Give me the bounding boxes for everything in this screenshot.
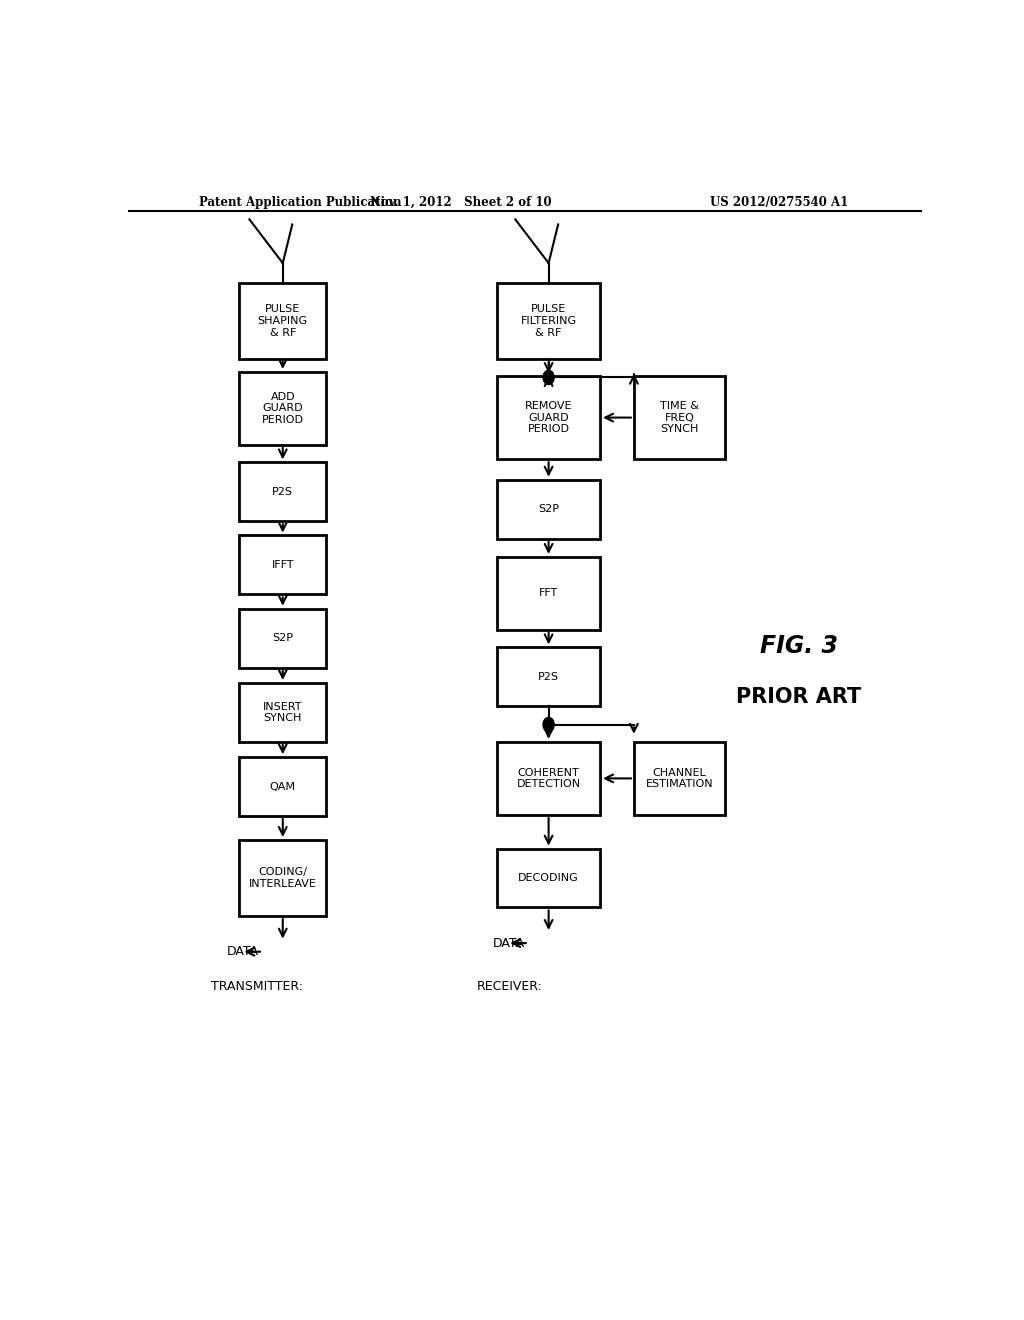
Text: COHERENT
DETECTION: COHERENT DETECTION bbox=[516, 768, 581, 789]
Text: CODING/
INTERLEAVE: CODING/ INTERLEAVE bbox=[249, 867, 316, 888]
Text: DATA: DATA bbox=[494, 937, 525, 949]
Circle shape bbox=[543, 718, 554, 731]
Bar bbox=[240, 840, 327, 916]
Text: PRIOR ART: PRIOR ART bbox=[736, 688, 861, 708]
Text: Patent Application Publication: Patent Application Publication bbox=[200, 195, 402, 209]
Text: S2P: S2P bbox=[538, 504, 559, 513]
Bar bbox=[240, 282, 327, 359]
Bar bbox=[634, 376, 725, 459]
Text: RECEIVER:: RECEIVER: bbox=[477, 981, 543, 993]
Bar bbox=[497, 742, 600, 814]
Text: TRANSMITTER:: TRANSMITTER: bbox=[211, 981, 303, 993]
Bar bbox=[240, 536, 327, 594]
Text: TIME &
FREQ
SYNCH: TIME & FREQ SYNCH bbox=[660, 401, 699, 434]
Bar bbox=[240, 372, 327, 445]
Bar bbox=[497, 849, 600, 907]
Text: S2P: S2P bbox=[272, 634, 293, 643]
Text: ADD
GUARD
PERIOD: ADD GUARD PERIOD bbox=[262, 392, 304, 425]
Text: PULSE
FILTERING
& RF: PULSE FILTERING & RF bbox=[520, 305, 577, 338]
Bar bbox=[497, 376, 600, 459]
Bar bbox=[240, 758, 327, 816]
Bar bbox=[240, 462, 327, 521]
Text: IFFT: IFFT bbox=[271, 560, 294, 570]
Text: DATA: DATA bbox=[227, 945, 259, 958]
Text: FIG. 3: FIG. 3 bbox=[760, 635, 838, 659]
Text: P2S: P2S bbox=[272, 487, 293, 496]
Text: FFT: FFT bbox=[539, 589, 558, 598]
Text: INSERT
SYNCH: INSERT SYNCH bbox=[263, 701, 302, 723]
Bar bbox=[240, 682, 327, 742]
Text: US 2012/0275540 A1: US 2012/0275540 A1 bbox=[710, 195, 848, 209]
Text: Nov. 1, 2012   Sheet 2 of 10: Nov. 1, 2012 Sheet 2 of 10 bbox=[371, 195, 552, 209]
Bar bbox=[497, 647, 600, 706]
Bar bbox=[240, 609, 327, 668]
Bar bbox=[634, 742, 725, 814]
Circle shape bbox=[543, 371, 554, 384]
Text: PULSE
SHAPING
& RF: PULSE SHAPING & RF bbox=[258, 305, 308, 338]
Text: CHANNEL
ESTIMATION: CHANNEL ESTIMATION bbox=[646, 768, 714, 789]
Text: DECODING: DECODING bbox=[518, 873, 579, 883]
Bar bbox=[497, 479, 600, 539]
Bar bbox=[497, 557, 600, 630]
Text: P2S: P2S bbox=[538, 672, 559, 681]
Text: REMOVE
GUARD
PERIOD: REMOVE GUARD PERIOD bbox=[525, 401, 572, 434]
Text: QAM: QAM bbox=[269, 781, 296, 792]
Bar bbox=[497, 282, 600, 359]
